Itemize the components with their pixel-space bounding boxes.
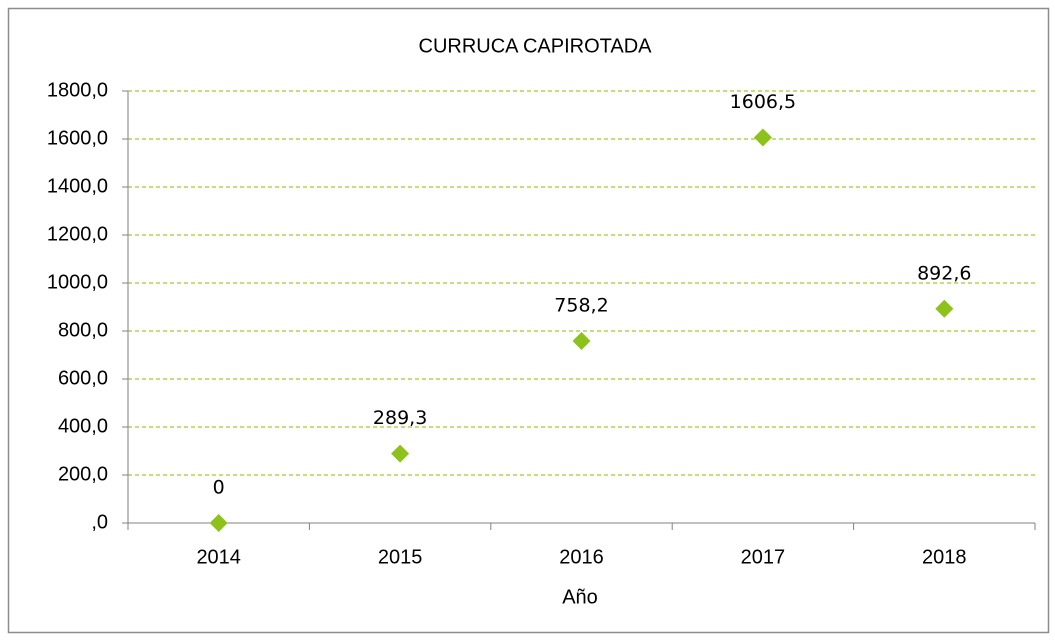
value-label: 289,3 <box>373 407 427 429</box>
chart-frame <box>7 7 1050 634</box>
y-tick-label: 1600,0 <box>47 127 108 149</box>
y-tick-label: 1000,0 <box>47 271 108 293</box>
y-tick-label: 1200,0 <box>47 223 108 245</box>
y-tick-label: 1400,0 <box>47 175 108 197</box>
y-tick-label: ,0 <box>91 511 108 533</box>
x-tick-label: 2017 <box>741 546 786 568</box>
y-tick-label: 800,0 <box>58 319 108 341</box>
y-tick-label: 600,0 <box>58 367 108 389</box>
value-label: 758,2 <box>554 295 608 317</box>
x-axis-label: Año <box>562 586 598 608</box>
y-tick-label: 200,0 <box>58 463 108 485</box>
x-tick-label: 2015 <box>378 546 423 568</box>
value-label: 0 <box>213 477 225 499</box>
marker <box>753 128 772 147</box>
marker <box>935 299 954 318</box>
value-label: 892,6 <box>917 262 971 284</box>
y-tick-label: 1800,0 <box>47 79 108 101</box>
x-tick-label: 2014 <box>196 546 241 568</box>
value-label: 1606,5 <box>730 91 796 113</box>
marker <box>209 514 228 532</box>
marker <box>391 444 410 463</box>
marker <box>572 332 591 351</box>
chart-title: CURRUCA CAPIROTADA <box>419 35 653 57</box>
y-tick-label: 400,0 <box>58 415 108 437</box>
x-tick-label: 2016 <box>559 546 604 568</box>
x-tick-label: 2018 <box>922 546 967 568</box>
